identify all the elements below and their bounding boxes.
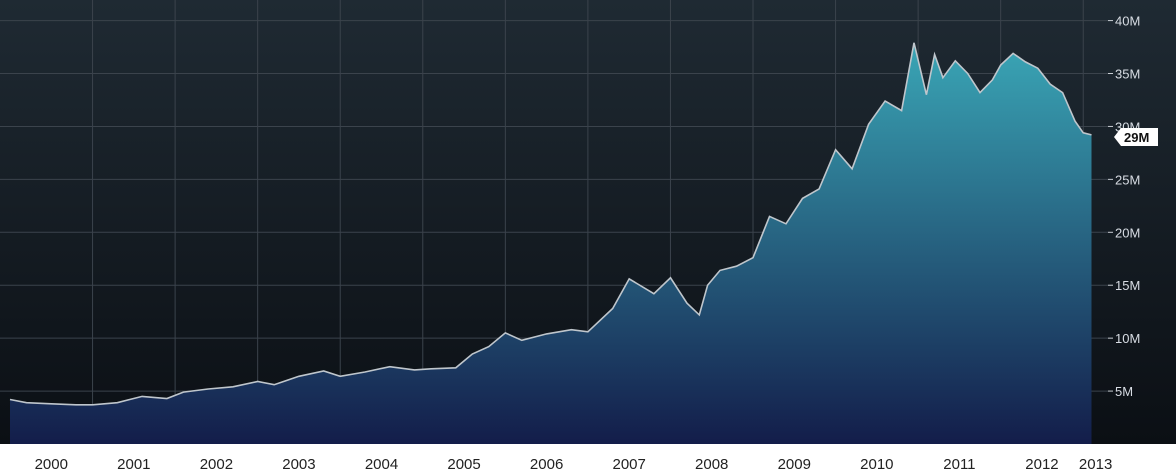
current-value-marker: 29M [1114,128,1158,147]
x-tick-label: 2003 [282,456,315,473]
y-tick-label: 25M [1115,172,1140,187]
series-area-fill [10,42,1092,445]
y-tick-label: 15M [1115,278,1140,293]
x-tick-label: 2005 [447,456,480,473]
current-value-label: 29M [1124,130,1149,145]
x-tick-label: 2010 [860,456,893,473]
x-axis: 2000 2001 2002 2003 2004 2005 2006 2007 2008 2009… [35,456,1113,473]
x-tick-label: 2000 [35,456,68,473]
y-tick-label: 20M [1115,225,1140,240]
y-tick-label: 5M [1115,384,1133,399]
x-tick-label: 2011 [943,456,975,473]
x-tick-label: 2007 [612,456,645,473]
series-line [9,42,1092,406]
y-tick-label: 10M [1115,331,1140,346]
x-tick-label: 2008 [695,456,728,473]
y-tick-label: 40M [1115,14,1140,29]
x-tick-label: 2012 [1025,456,1058,473]
x-tick-label: 2013 [1079,456,1112,473]
current-value-badge [1114,128,1158,147]
y-tick-label: 35M [1115,67,1140,82]
x-axis-strip [0,444,1176,475]
x-tick-label: 2001 [117,456,150,473]
series-area [9,42,1092,445]
x-tick-label: 2006 [530,456,563,473]
x-tick-label: 2009 [778,456,811,473]
x-tick-label: 2002 [200,456,233,473]
x-tick-label: 2004 [365,456,398,473]
